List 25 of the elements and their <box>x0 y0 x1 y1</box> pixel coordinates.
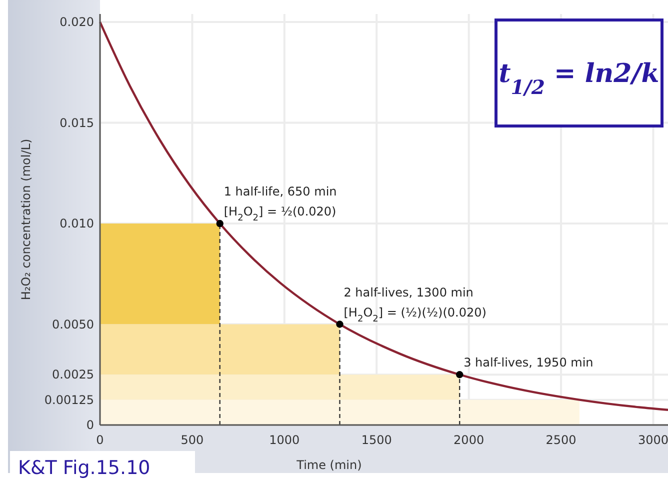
x-tick-label: 500 <box>180 433 204 447</box>
x-tick-label: 3000 <box>638 433 668 447</box>
line-series <box>98 20 668 411</box>
x-tick-label: 0 <box>96 433 104 447</box>
annotation: 2 half-lives, 1300 min [H$_{2}$O$_{2}$] = (½)(½)(0.020) <box>344 285 486 324</box>
point <box>216 220 224 228</box>
y-tick-label: 0.0050 <box>52 317 94 332</box>
x-axis-title: Time (min) <box>296 458 362 472</box>
x-tick-label: 1000 <box>269 433 300 447</box>
y-tick-label: 0.010 <box>60 216 94 231</box>
annotation: 3 half-lives, 1950 min <box>464 356 594 370</box>
text: K&T Fig.15.10 <box>18 457 150 479</box>
annotation: 1 half-life, 650 min [H$_{2}$O$_{2}$] = ½(0.020) <box>224 184 337 224</box>
y-axis-title: H₂O₂ concentration (mol/L) <box>19 138 33 300</box>
annotation: t$_{1/2}$ = ln2/k <box>498 59 660 98</box>
point <box>456 371 464 378</box>
x-tick-label: 2000 <box>454 433 484 447</box>
point <box>336 320 344 328</box>
y-tick-label: 0.00125 <box>44 392 94 407</box>
x-tick-label: 2500 <box>546 433 576 447</box>
y-tick-label: 0.0025 <box>52 368 94 382</box>
x-tick-label: 1500 <box>361 433 392 447</box>
y-tick-label: 0.020 <box>60 15 94 30</box>
y-tick-label: 0.015 <box>60 116 94 130</box>
y-tick-label: 0 <box>86 418 94 432</box>
